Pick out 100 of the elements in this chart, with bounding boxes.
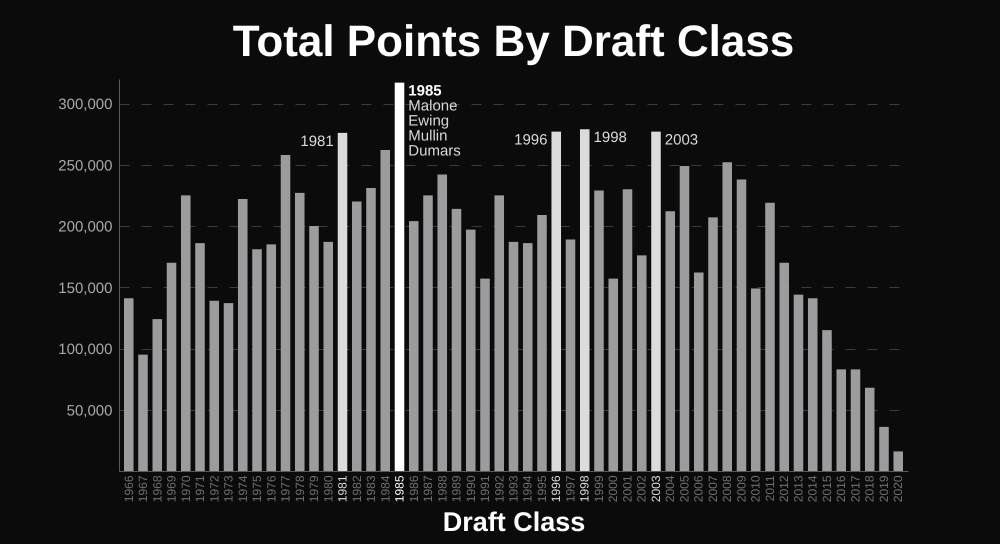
y-tick-label: 250,000 [58,157,112,174]
x-tick-label: 2000 [606,475,620,502]
x-tick-label: 1970 [178,475,193,502]
bar [850,369,860,471]
x-tick-label: 1983 [364,475,378,502]
x-tick-label: 1998 [578,475,592,502]
bar [808,298,818,471]
bar [665,211,676,471]
bar [580,129,590,471]
bar [522,243,533,471]
x-tick-label: 1976 [264,475,278,502]
x-tick-label: 2019 [876,475,891,502]
bar [622,189,632,471]
bar [736,179,746,471]
x-tick-label: 1978 [292,475,307,502]
x-tick-label: 1980 [321,475,336,502]
x-tick-label: 2018 [862,475,877,502]
bar [394,82,404,471]
bar [452,208,462,471]
annotation: 1998 [594,129,627,146]
x-tick-label: 2007 [706,475,720,502]
bar [266,244,276,471]
bar [494,195,504,471]
bar [636,255,647,471]
x-tick-label: 2006 [692,475,706,502]
x-tick-label: 1996 [549,475,564,502]
bar [594,190,604,471]
x-tick-label: 1977 [278,475,293,502]
bar [180,195,191,471]
x-tick-label: 1995 [535,475,549,502]
x-tick-label: 2004 [663,475,678,502]
bar [779,262,790,471]
bar [750,288,761,471]
bar [380,150,390,471]
x-tick-label: 1971 [193,475,208,502]
bar [323,242,334,471]
x-tick-label: 2001 [620,475,634,502]
x-tick-label: 1990 [464,475,478,502]
bar [651,132,661,471]
y-tick-label: 100,000 [58,341,112,358]
bar [338,132,348,471]
x-tick-label: 2014 [806,475,820,502]
bar [437,174,448,471]
bar [480,278,490,471]
x-tick-label: 2009 [734,475,748,502]
bar [822,330,832,471]
bar [508,242,518,471]
x-tick-label: 1986 [406,475,421,502]
x-tick-label: 1984 [378,475,392,502]
x-tick-label: 2016 [834,475,848,502]
bar [209,300,220,471]
x-tick-label: 1987 [421,475,435,502]
y-tick-label: 200,000 [58,218,112,236]
y-tick-label: 300,000 [58,96,112,113]
bar [680,166,690,471]
bar [166,262,176,471]
x-tick-label: 2017 [848,475,862,502]
bar [537,214,547,471]
bar [551,132,562,471]
x-tick-label: 2002 [634,475,649,502]
bar [466,230,476,471]
bar [238,199,248,471]
bar [224,303,234,471]
x-tick-label: 1973 [222,475,236,502]
x-tick-label: 1999 [592,475,606,502]
bar [566,239,576,471]
x-tick-label: 2013 [791,475,806,502]
x-tick-label: 1969 [164,475,179,502]
x-tick-label: 2008 [720,475,734,502]
annotation: 1985 Malone Ewing Mullin Dumars [408,82,461,160]
y-tick-label: 150,000 [58,280,112,297]
x-tick-label: 1993 [506,475,520,502]
bar [708,217,718,471]
x-tick-label: 1981 [336,475,350,502]
x-tick-label: 1991 [478,475,492,502]
x-tick-label: 2011 [762,475,777,502]
bar [608,278,618,471]
x-tick-label: 1992 [492,475,506,502]
bar [294,192,305,471]
x-tick-label: 1985 [392,475,407,502]
bar [124,298,134,471]
x-axis-title: Draft Class [442,507,586,538]
y-tick-label: 50,000 [66,402,112,420]
x-tick-label: 1975 [250,475,264,502]
x-tick-label: 1988 [435,475,450,502]
bar [836,369,846,471]
bar [138,354,148,471]
bar [722,162,732,471]
x-tick-label: 1972 [207,475,222,502]
bar [195,243,205,471]
annotation: 1996 [514,132,548,149]
bar [879,426,889,471]
bar [280,154,290,471]
x-tick-label: 2015 [820,475,834,502]
bar [309,226,319,471]
x-tick-label: 2010 [748,475,763,502]
x-tick-label: 2005 [677,475,692,502]
bar [694,272,704,471]
bar [366,188,376,471]
x-tick-label: 1982 [350,475,364,502]
